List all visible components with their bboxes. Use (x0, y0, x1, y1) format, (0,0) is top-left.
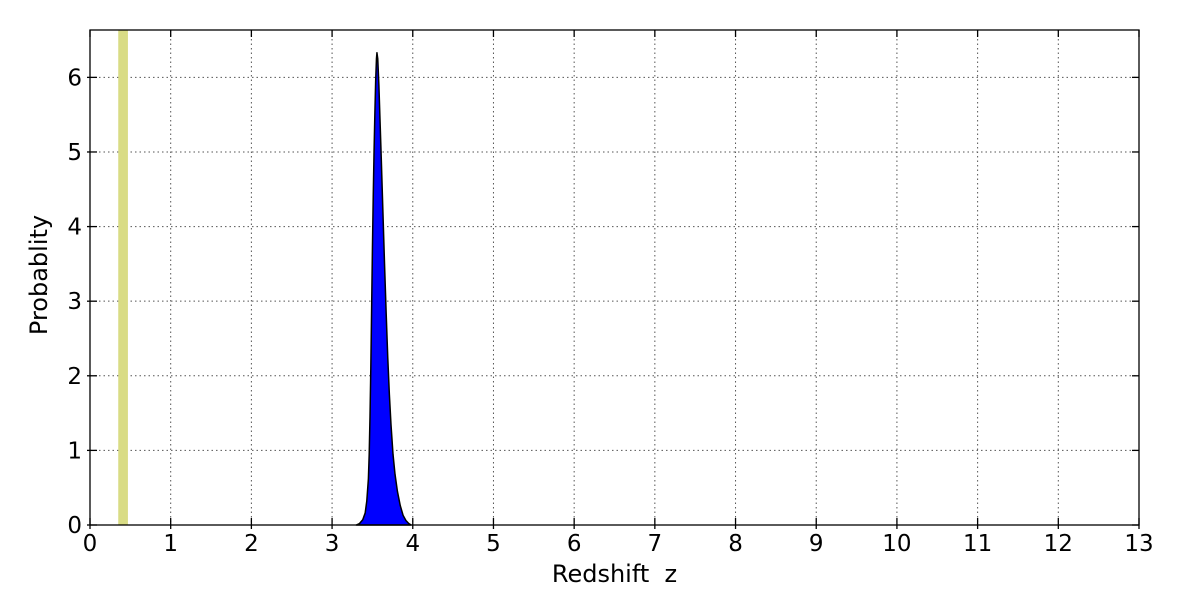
redshift-pdf-curve (355, 52, 412, 526)
x-tick-label: 4 (405, 531, 420, 557)
y-tick-label: 1 (67, 438, 82, 464)
y-tick-label: 3 (67, 289, 82, 315)
x-tick-label: 10 (882, 531, 911, 557)
y-tick-label: 6 (67, 65, 82, 91)
x-tick-label: 6 (567, 531, 582, 557)
x-tick-label: 11 (963, 531, 992, 557)
reference-redshift-band (118, 30, 128, 525)
x-tick-label: 12 (1044, 531, 1073, 557)
x-axis-label: Redshift z (551, 560, 678, 588)
x-tick-label: 0 (83, 531, 98, 557)
y-tick-label: 4 (67, 215, 82, 241)
x-tick-label: 5 (486, 531, 501, 557)
x-tick-label: 7 (648, 531, 663, 557)
x-tick-label: 3 (325, 531, 340, 557)
x-tick-label: 1 (163, 531, 178, 557)
plot-border (89, 29, 1140, 526)
y-axis-label: Probablity (25, 214, 53, 336)
y-tick-label: 5 (67, 140, 82, 166)
x-tick-label: 2 (244, 531, 259, 557)
x-tick-label: 9 (809, 531, 824, 557)
x-tick-label: 8 (728, 531, 743, 557)
y-tick-label: 2 (67, 364, 82, 390)
x-tick-label: 13 (1124, 531, 1153, 557)
y-tick-label: 0 (67, 513, 82, 539)
